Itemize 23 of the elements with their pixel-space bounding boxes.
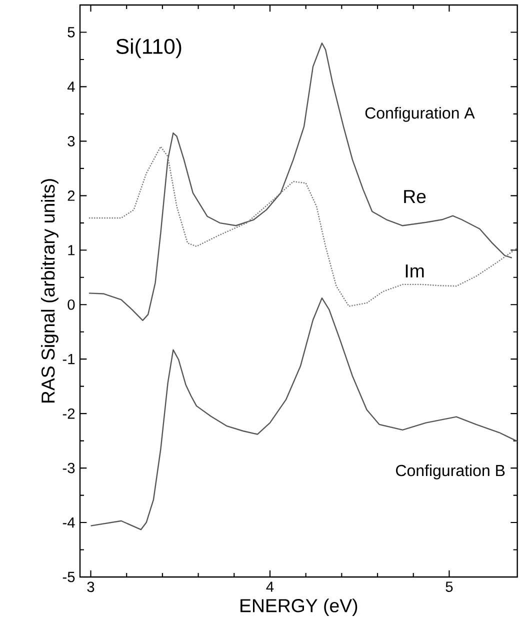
y-tick-label: 2 bbox=[68, 190, 75, 201]
y-tick-label: -5 bbox=[62, 572, 75, 582]
y-tick-label: -4 bbox=[62, 517, 75, 528]
line-series bbox=[88, 146, 518, 307]
series-label: Re bbox=[404, 190, 426, 204]
x-tick-label: 4 bbox=[266, 582, 274, 592]
y-tick-label: -1 bbox=[62, 354, 75, 364]
y-tick-label: -3 bbox=[62, 462, 75, 474]
y-tick-label: -2 bbox=[62, 408, 75, 419]
y-tick-label: 5 bbox=[68, 27, 75, 38]
x-tick-label: 3 bbox=[87, 582, 94, 592]
y-axis-title: RAS Signal (arbitrary units) bbox=[41, 179, 58, 403]
annotation: Configuration A bbox=[365, 106, 475, 122]
y-tick-label: 3 bbox=[68, 136, 75, 146]
x-axis-title: ENERGY (eV) bbox=[240, 598, 358, 616]
line-series bbox=[90, 297, 518, 530]
annotation: Si(110) bbox=[116, 38, 182, 58]
y-tick-label: 4 bbox=[67, 82, 75, 92]
y-tick-label: 1 bbox=[68, 245, 75, 256]
series-label: Im bbox=[406, 264, 424, 278]
y-tick-label: 0 bbox=[68, 299, 75, 310]
x-tick-label: 5 bbox=[446, 582, 453, 592]
annotation: Configuration B bbox=[396, 464, 505, 480]
